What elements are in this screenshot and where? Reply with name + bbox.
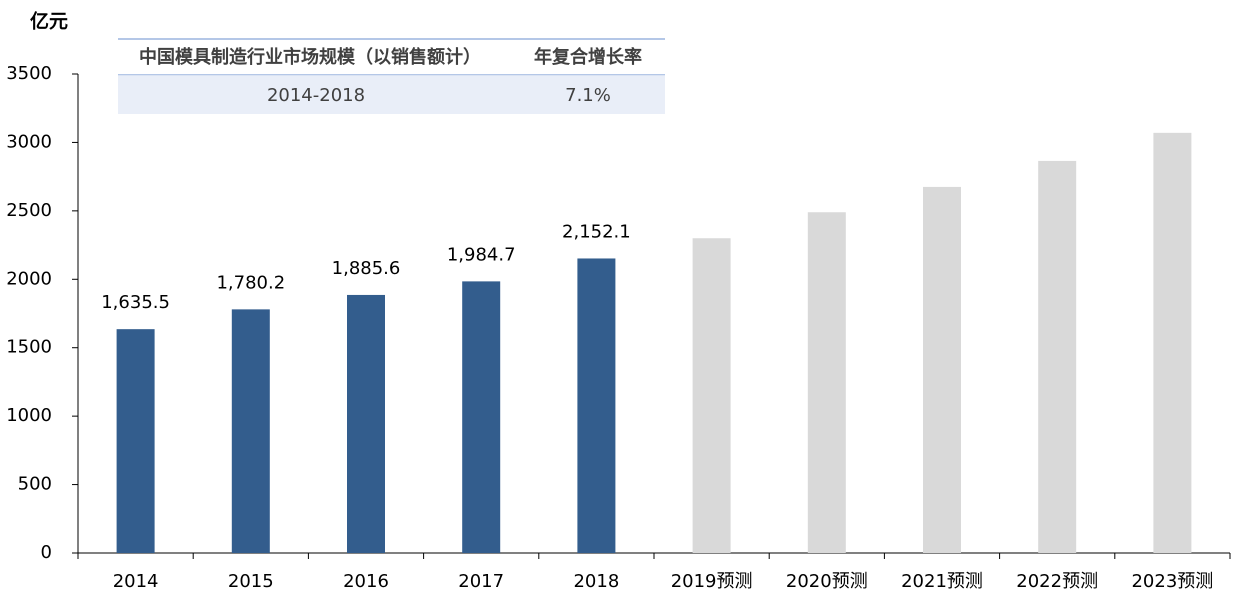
y-tick-label: 3500 [6, 63, 52, 84]
bar [462, 281, 501, 553]
data-label: 1,885.6 [332, 258, 401, 279]
data-label: 1,984.7 [447, 244, 516, 265]
bar [1153, 132, 1192, 553]
y-tick-label: 1000 [6, 405, 52, 426]
y-tick-label: 1500 [6, 337, 52, 358]
table-row-bg [118, 76, 665, 114]
y-tick-label: 3000 [6, 131, 52, 152]
bar [231, 309, 270, 553]
data-label: 1,635.5 [101, 292, 170, 313]
y-tick-label: 2000 [6, 268, 52, 289]
x-tick-label: 2023预测 [1131, 571, 1213, 592]
table-header: 中国模具制造行业市场规模（以销售额计） [139, 46, 481, 68]
bar [116, 329, 155, 553]
table-cell: 2014-2018 [267, 85, 365, 106]
x-tick-label: 2018 [573, 571, 619, 592]
bar [577, 258, 616, 553]
y-axis-unit: 亿元 [30, 10, 68, 33]
x-tick-label: 2017 [458, 571, 504, 592]
x-tick-label: 2014 [113, 571, 159, 592]
bar [692, 238, 731, 553]
data-label: 2,152.1 [562, 221, 631, 242]
y-tick-label: 0 [41, 542, 52, 563]
bar [347, 294, 385, 553]
inset-table: 中国模具制造行业市场规模（以销售额计） 年复合增长率 2014-2018 7.1… [118, 38, 665, 114]
x-tick-label: 2016 [343, 571, 389, 592]
table-header: 年复合增长率 [534, 46, 642, 68]
table-cell: 7.1% [565, 85, 611, 106]
bar [1038, 160, 1077, 553]
x-tick-label: 2019预测 [671, 571, 753, 592]
table-rule [118, 74, 665, 76]
table-rule [118, 38, 665, 40]
x-tick-label: 2022预测 [1016, 571, 1098, 592]
x-tick-label: 2015 [228, 571, 274, 592]
bar [807, 212, 846, 553]
bar [923, 186, 961, 553]
data-label: 1,780.2 [216, 272, 285, 293]
x-tick-label: 2021预测 [901, 571, 983, 592]
y-tick-label: 500 [18, 474, 52, 495]
x-tick-label: 2020预测 [786, 571, 868, 592]
y-tick-label: 2500 [6, 200, 52, 221]
